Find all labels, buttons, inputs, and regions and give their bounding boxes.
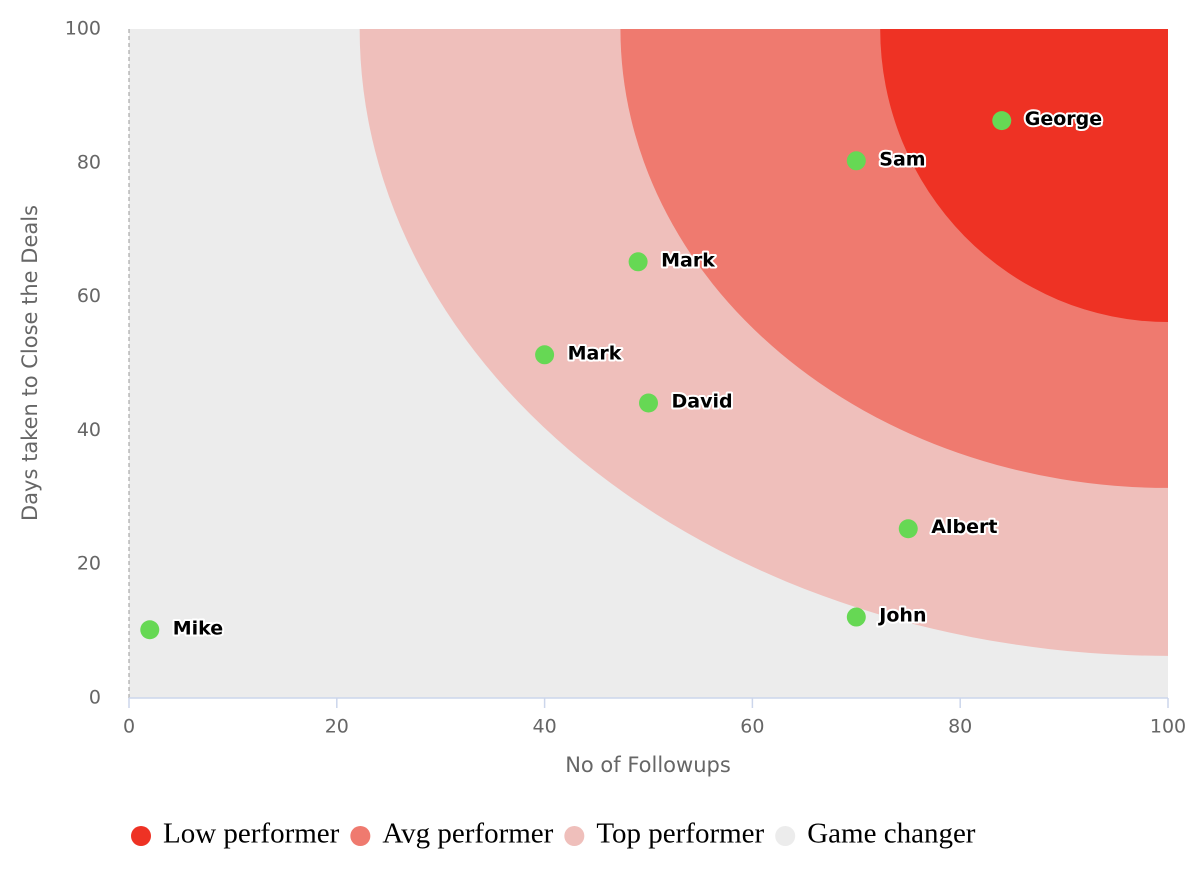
- point: [140, 620, 160, 640]
- point: [535, 345, 555, 365]
- x-tick-label: 80: [948, 716, 972, 738]
- y-tick-label: 20: [77, 553, 101, 575]
- legend-marker: [775, 826, 796, 846]
- x-tick-label: 0: [123, 716, 135, 738]
- point-label: Sam: [879, 148, 925, 170]
- point-label: David: [672, 390, 733, 412]
- legend-label: Game changer: [807, 818, 976, 850]
- x-tick-label: 20: [325, 716, 349, 738]
- point-label: Mark: [568, 342, 622, 364]
- point: [846, 607, 866, 627]
- y-tick-label: 40: [77, 419, 101, 441]
- y-tick-label: 100: [65, 18, 101, 40]
- point-label: Albert: [931, 516, 997, 538]
- point: [992, 111, 1012, 131]
- y-tick-label: 60: [77, 285, 101, 307]
- x-tick-label: 40: [533, 716, 557, 738]
- zones: [129, 29, 1168, 698]
- y-tick-label: 0: [89, 687, 101, 709]
- point-label: George: [1025, 108, 1102, 130]
- legend-label: Avg performer: [382, 818, 553, 850]
- x-axis-title: No of Followups: [565, 753, 731, 777]
- legend-marker: [350, 826, 371, 846]
- legend-marker: [131, 826, 151, 846]
- legend-label: Low performer: [163, 818, 340, 850]
- x-tick-label: 100: [1150, 716, 1186, 738]
- x-tick-label: 60: [740, 716, 764, 738]
- point: [628, 252, 648, 272]
- legend-label: Top performer: [596, 818, 764, 850]
- legend-marker: [564, 826, 585, 846]
- point-label: Mark: [661, 249, 715, 271]
- point-label: John: [877, 605, 926, 627]
- point: [639, 393, 658, 413]
- y-tick-label: 80: [77, 151, 101, 173]
- point: [846, 151, 866, 171]
- point-label: Mike: [173, 617, 223, 639]
- y-axis-title: Days taken to Close the Deals: [18, 205, 42, 521]
- point: [898, 519, 918, 539]
- zone: [880, 29, 1168, 322]
